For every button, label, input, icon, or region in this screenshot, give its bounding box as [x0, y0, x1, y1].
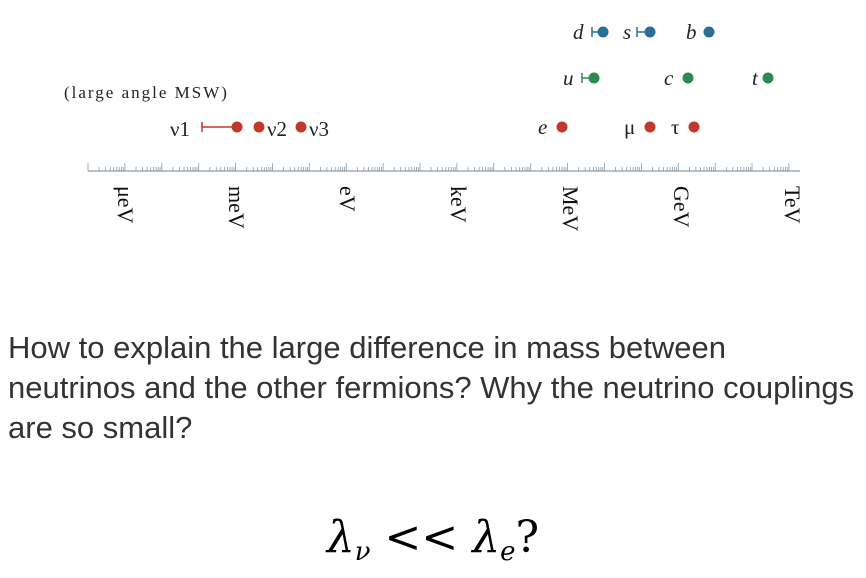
formula-rhs: λ — [472, 512, 501, 563]
quark-d-point — [597, 26, 609, 38]
quark-b-label: b — [686, 20, 697, 44]
quark-s-point — [644, 26, 656, 38]
tick-label-gev: GeV — [669, 186, 694, 228]
quark-s-label: s — [623, 20, 631, 44]
tick-label-mega-ev: MeV — [558, 186, 583, 231]
quark-c-point — [682, 72, 694, 84]
neutrino-1-label: ν1 — [170, 117, 190, 141]
question-text: How to explain the large difference in m… — [8, 330, 855, 445]
down-quarks-row: d s b — [573, 20, 715, 44]
lepton-tau-point — [688, 121, 700, 133]
neutrino-1-point — [231, 121, 243, 133]
quark-d-label: d — [573, 20, 584, 44]
coupling-formula: λν << λe? — [0, 512, 866, 578]
tick-label-ev: eV — [335, 186, 360, 212]
neutrino-3-point — [295, 121, 307, 133]
formula-question-mark: ? — [515, 512, 540, 563]
neutrino-2-point — [253, 121, 265, 133]
quark-u-point — [588, 72, 600, 84]
formula-lhs-subscript: ν — [354, 537, 371, 567]
tick-label-tev: TeV — [780, 186, 805, 224]
neutrinos-row: ν1 ν2 ν3 — [170, 117, 329, 141]
up-quarks-row: u c t — [563, 66, 774, 90]
tick-label-mev: meV — [224, 186, 249, 229]
axis-tick-labels: μeV meV eV keV MeV GeV TeV — [113, 186, 805, 231]
mass-scale-diagram: μeV meV eV keV MeV GeV TeV (large angle … — [64, 20, 805, 231]
formula-rhs-subscript: e — [500, 537, 516, 567]
quark-t-point — [762, 72, 774, 84]
formula-lhs: λ — [326, 512, 355, 563]
neutrino-2-label: ν2 — [267, 117, 287, 141]
formula-operator: << — [370, 512, 473, 563]
axis-minor-ticks — [87, 163, 790, 171]
quark-u-label: u — [563, 66, 574, 90]
msw-note: (large angle MSW) — [64, 83, 229, 102]
lepton-e-label: e — [538, 115, 547, 139]
quark-b-point — [703, 26, 715, 38]
leptons-row: e μ τ — [538, 115, 700, 139]
neutrino-3-label: ν3 — [309, 117, 329, 141]
lepton-mu-point — [644, 121, 656, 133]
tick-label-kev: keV — [446, 186, 471, 223]
lepton-mu-label: μ — [624, 115, 635, 139]
quark-c-label: c — [664, 66, 674, 90]
quark-t-label: t — [752, 66, 759, 90]
tick-label-uev: μeV — [113, 186, 138, 224]
lepton-e-point — [556, 121, 568, 133]
lepton-tau-label: τ — [671, 115, 679, 139]
